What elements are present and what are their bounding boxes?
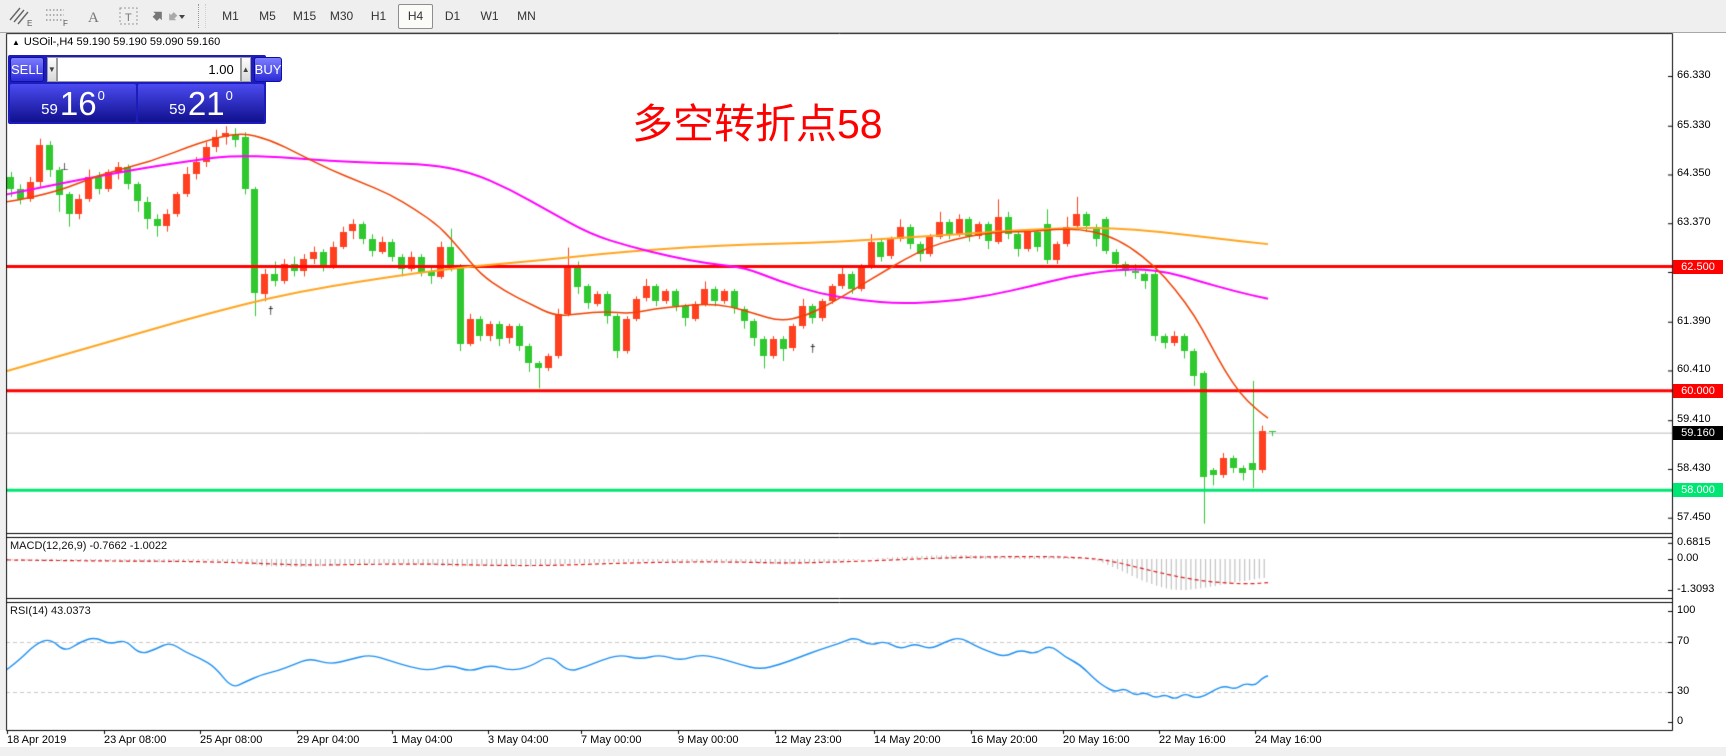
time-axis-label: 16 May 20:00	[971, 734, 1038, 746]
toolbar: E F A T M1 M5 M15 M30 H1 H4 D1 W1 MN	[0, 0, 1726, 33]
collapse-triangle-icon[interactable]: ▲	[12, 38, 20, 47]
time-axis-label: 18 Apr 2019	[7, 734, 67, 746]
buy-button[interactable]: BUY	[253, 57, 283, 82]
price-axis-label: 60.410	[1677, 363, 1711, 376]
time-axis-label: 1 May 04:00	[392, 734, 453, 746]
timeframe-button-h4[interactable]: H4	[398, 3, 433, 29]
timeframe-button-m1[interactable]: M1	[222, 9, 239, 23]
time-axis-label: 20 May 16:00	[1063, 734, 1130, 746]
text-box-icon[interactable]: T	[114, 4, 144, 28]
price-axis-badge: 58.000	[1673, 483, 1723, 498]
time-axis-label: 24 May 16:00	[1255, 734, 1322, 746]
rsi-axis-label: 30	[1677, 685, 1690, 697]
price-axis-label: 64.350	[1677, 167, 1711, 180]
time-axis-label: 7 May 00:00	[581, 734, 642, 746]
price-axis-label: 65.330	[1677, 118, 1711, 131]
time-axis-label: 3 May 04:00	[488, 734, 549, 746]
text-label-icon[interactable]: A	[78, 4, 108, 28]
buy-price-small: 59	[169, 100, 186, 118]
one-click-trading-panel: SELL ▼ ▲ BUY 59 16 0 59 21 0	[8, 55, 283, 124]
svg-text:A: A	[88, 10, 99, 26]
sell-price-display[interactable]: 59 16 0	[10, 84, 136, 122]
volume-decrease-button[interactable]: ▼	[46, 57, 57, 82]
sell-price-big: 16	[59, 84, 97, 122]
volume-increase-button[interactable]: ▲	[240, 57, 251, 82]
time-axis-label: 12 May 23:00	[775, 734, 842, 746]
timeframe-button-d1[interactable]: D1	[444, 9, 461, 23]
symbol-ohlc-text: USOil-,H4 59.190 59.190 59.090 59.160	[23, 36, 221, 48]
buy-price-sup: 0	[225, 87, 233, 103]
timeframe-buttons: M1 M5 M15 M30 H1 H4 D1 W1 MN	[212, 3, 545, 29]
price-axis-badge: 60.000	[1673, 383, 1723, 398]
buy-price-big: 21	[187, 84, 225, 122]
timeframe-button-h1[interactable]: H1	[370, 9, 387, 23]
timeframe-button-m5[interactable]: M5	[259, 9, 276, 23]
timeframe-button-w1[interactable]: W1	[480, 9, 499, 23]
time-axis-label: 9 May 00:00	[678, 734, 739, 746]
time-axis-label: 14 May 20:00	[874, 734, 941, 746]
time-axis-label: 25 Apr 08:00	[200, 734, 263, 746]
rsi-axis-label: 70	[1677, 635, 1690, 647]
rsi-axis-label: 0	[1677, 715, 1684, 727]
price-axis-label: 61.390	[1677, 314, 1711, 327]
sell-price-small: 59	[41, 100, 58, 118]
sell-price-sup: 0	[97, 87, 105, 103]
macd-label: MACD(12,26,9) -0.7662 -1.0022	[10, 540, 168, 552]
timeframe-button-mn[interactable]: MN	[517, 9, 536, 23]
macd-axis-label: 0.6815	[1677, 535, 1711, 548]
svg-text:T: T	[125, 12, 132, 24]
indicator-draw-icon[interactable]: E	[6, 4, 36, 28]
buy-price-display[interactable]: 59 21 0	[138, 84, 264, 122]
price-axis-label: 58.430	[1677, 461, 1711, 474]
price-axis-label: 57.450	[1677, 510, 1711, 523]
arrange-objects-icon[interactable]	[150, 4, 188, 28]
svg-text:F: F	[63, 19, 68, 27]
time-axis-label: 29 Apr 04:00	[297, 734, 360, 746]
toolbar-separator	[198, 4, 206, 28]
time-axis-label: 22 May 16:00	[1159, 734, 1226, 746]
chart-annotation-text[interactable]: 多空转折点58	[632, 101, 883, 147]
svg-text:E: E	[27, 19, 32, 27]
rsi-label: RSI(14) 43.0373	[10, 605, 91, 617]
price-axis-badge: 62.500	[1673, 259, 1723, 274]
macd-axis-label: -1.3093	[1677, 583, 1715, 595]
timeframe-button-m30[interactable]: M30	[329, 9, 354, 23]
price-axis-label: 59.410	[1677, 413, 1711, 426]
macd-axis-label: 0.00	[1677, 552, 1699, 564]
timeframe-button-m15[interactable]: M15	[292, 9, 317, 23]
rsi-axis-label: 100	[1677, 604, 1696, 616]
volume-input[interactable]	[56, 57, 241, 82]
sell-button[interactable]: SELL	[10, 57, 44, 82]
time-axis-label: 23 Apr 08:00	[104, 734, 167, 746]
symbol-ohlc-readout[interactable]: ▲ USOil-,H4 59.190 59.190 59.090 59.160	[12, 36, 220, 48]
price-axis-badge: 59.160	[1673, 425, 1723, 440]
price-axis-label: 66.330	[1677, 69, 1711, 81]
price-axis-label: 63.370	[1677, 216, 1711, 229]
grid-icon[interactable]: F	[42, 4, 72, 28]
